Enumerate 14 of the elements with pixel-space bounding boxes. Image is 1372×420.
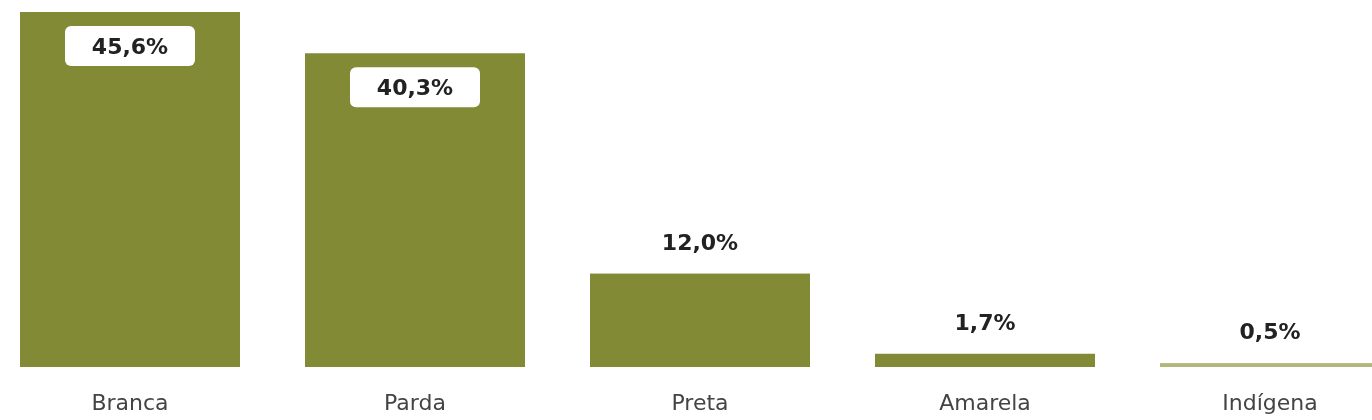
bar	[590, 273, 810, 367]
bar	[305, 53, 525, 367]
data-label: 0,5%	[1239, 319, 1301, 345]
bar	[875, 353, 1095, 367]
x-tick-label: Indígena	[1222, 390, 1318, 415]
data-label: 40,3%	[376, 75, 454, 101]
data-label: 12,0%	[661, 229, 739, 255]
bar	[20, 12, 240, 367]
x-tick-label: Parda	[384, 390, 446, 415]
x-tick-label: Amarela	[939, 390, 1031, 415]
x-tick-label: Preta	[671, 390, 729, 415]
data-label: 45,6%	[91, 34, 169, 59]
data-label: 1,7%	[954, 309, 1016, 335]
x-tick-label: Branca	[91, 390, 169, 415]
